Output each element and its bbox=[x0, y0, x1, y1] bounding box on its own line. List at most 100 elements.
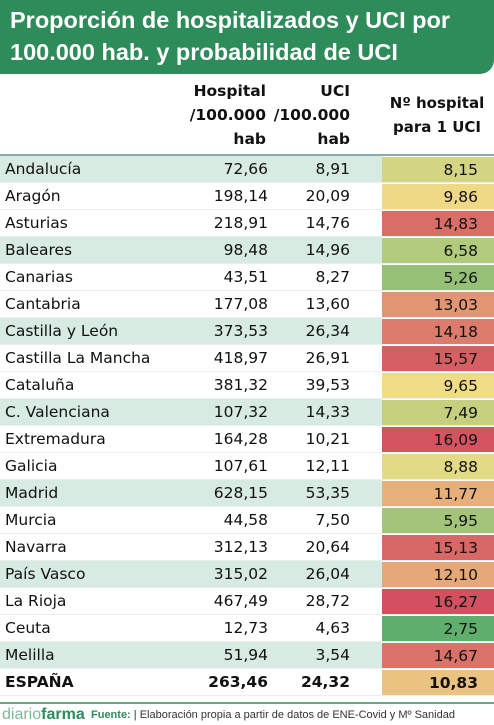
uci-value: 7,50 bbox=[315, 511, 350, 529]
source-text: | Elaboración propia a partir de datos d… bbox=[133, 709, 455, 721]
hospital-value: 381,32 bbox=[213, 376, 268, 394]
hospital-value: 72,66 bbox=[223, 160, 268, 178]
hospital-value: 198,14 bbox=[213, 187, 268, 205]
chart-title-line-1: Proporción de hospitalizados y UCI por bbox=[10, 7, 451, 33]
uci-value: 10,21 bbox=[305, 430, 350, 448]
table-row: Andalucía 72,66 8,91 8,15 bbox=[0, 156, 494, 183]
hospital-value: 107,32 bbox=[213, 403, 268, 421]
hospital-value: 44,58 bbox=[223, 511, 268, 529]
uci-value: 13,60 bbox=[305, 295, 350, 313]
region-name: País Vasco bbox=[5, 565, 86, 583]
table-row: Cataluña 381,32 39,53 9,65 bbox=[0, 372, 494, 399]
row-divider bbox=[0, 317, 494, 318]
region-name: Asturias bbox=[5, 214, 68, 232]
ratio-value: 12,10 bbox=[382, 561, 494, 588]
ratio-value: 6,58 bbox=[382, 237, 494, 264]
table-row: Canarias 43,51 8,27 5,26 bbox=[0, 264, 494, 291]
ratio-value: 16,27 bbox=[382, 588, 494, 615]
table-row: Galicia 107,61 12,11 8,88 bbox=[0, 453, 494, 480]
uci-value: 53,35 bbox=[305, 484, 350, 502]
table-row: Madrid 628,15 53,35 11,77 bbox=[0, 480, 494, 507]
uci-value: 26,91 bbox=[305, 349, 350, 367]
row-divider bbox=[0, 182, 494, 183]
footer: diariofarma Fuente: | Elaboración propia… bbox=[0, 702, 494, 725]
hospital-value: 12,73 bbox=[223, 619, 268, 637]
region-name: ESPAÑA bbox=[5, 673, 74, 691]
uci-value: 26,34 bbox=[305, 322, 350, 340]
table-row: País Vasco 315,02 26,04 12,10 bbox=[0, 561, 494, 588]
ratio-value: 14,67 bbox=[382, 642, 494, 669]
uci-value: 12,11 bbox=[305, 457, 350, 475]
table-row: Cantabria 177,08 13,60 13,03 bbox=[0, 291, 494, 318]
region-name: C. Valenciana bbox=[5, 403, 110, 421]
region-name: Castilla La Mancha bbox=[5, 349, 151, 367]
uci-value: 28,72 bbox=[305, 592, 350, 610]
region-name: Aragón bbox=[5, 187, 61, 205]
ratio-value: 16,09 bbox=[382, 426, 494, 453]
uci-value: 3,54 bbox=[315, 646, 350, 664]
table-row: Navarra 312,13 20,64 15,13 bbox=[0, 534, 494, 561]
row-divider bbox=[0, 236, 494, 237]
brand-part-1: diario bbox=[2, 706, 42, 723]
region-name: Baleares bbox=[5, 241, 73, 259]
hospital-value: 467,49 bbox=[213, 592, 268, 610]
row-divider bbox=[0, 479, 494, 480]
hospital-value: 177,08 bbox=[213, 295, 268, 313]
ratio-value: 8,15 bbox=[382, 156, 494, 183]
table-row: Castilla y León 373,53 26,34 14,18 bbox=[0, 318, 494, 345]
ratio-value: 10,83 bbox=[382, 669, 494, 696]
hospital-value: 628,15 bbox=[213, 484, 268, 502]
ratio-value: 7,49 bbox=[382, 399, 494, 426]
row-divider bbox=[0, 452, 494, 453]
row-divider bbox=[0, 371, 494, 372]
table-row: Asturias 218,91 14,76 14,83 bbox=[0, 210, 494, 237]
table-row: Ceuta 12,73 4,63 2,75 bbox=[0, 615, 494, 642]
column-header-uci: UCI /100.000 hab bbox=[273, 82, 350, 148]
ratio-value: 11,77 bbox=[382, 480, 494, 507]
table-row: Castilla La Mancha 418,97 26,91 15,57 bbox=[0, 345, 494, 372]
row-divider bbox=[0, 641, 494, 642]
ratio-value: 13,03 bbox=[382, 291, 494, 318]
uci-value: 26,04 bbox=[305, 565, 350, 583]
header-divider bbox=[0, 154, 494, 156]
hospital-value: 263,46 bbox=[208, 673, 268, 691]
ratio-value: 2,75 bbox=[382, 615, 494, 642]
hospital-value: 107,61 bbox=[213, 457, 268, 475]
region-name: Castilla y León bbox=[5, 322, 119, 340]
hospital-value: 98,48 bbox=[223, 241, 268, 259]
uci-value: 20,09 bbox=[305, 187, 350, 205]
uci-value: 24,32 bbox=[300, 673, 350, 691]
region-name: La Rioja bbox=[5, 592, 67, 610]
brand-part-2: farma bbox=[41, 706, 85, 723]
ratio-value: 14,18 bbox=[382, 318, 494, 345]
table-row: Aragón 198,14 20,09 9,86 bbox=[0, 183, 494, 210]
region-name: Cantabria bbox=[5, 295, 81, 313]
brand-logo: diariofarma bbox=[2, 705, 85, 725]
region-name: Galicia bbox=[5, 457, 58, 475]
region-name: Cataluña bbox=[5, 376, 75, 394]
row-divider bbox=[0, 398, 494, 399]
ratio-value: 15,57 bbox=[382, 345, 494, 372]
uci-value: 20,64 bbox=[305, 538, 350, 556]
total-row: ESPAÑA 263,46 24,32 10,83 bbox=[0, 669, 494, 696]
title-banner: Proporción de hospitalizados y UCI por 1… bbox=[0, 0, 494, 74]
region-name: Murcia bbox=[5, 511, 57, 529]
row-divider bbox=[0, 344, 494, 345]
uci-value: 14,33 bbox=[305, 403, 350, 421]
uci-value: 14,76 bbox=[305, 214, 350, 232]
row-divider bbox=[0, 506, 494, 507]
row-divider bbox=[0, 209, 494, 210]
source-label: Fuente: bbox=[91, 709, 131, 721]
uci-value: 8,27 bbox=[315, 268, 350, 286]
hospital-value: 218,91 bbox=[213, 214, 268, 232]
hospital-value: 164,28 bbox=[213, 430, 268, 448]
uci-value: 39,53 bbox=[305, 376, 350, 394]
region-name: Melilla bbox=[5, 646, 55, 664]
table-row: Murcia 44,58 7,50 5,95 bbox=[0, 507, 494, 534]
hospital-value: 51,94 bbox=[223, 646, 268, 664]
table-row: Melilla 51,94 3,54 14,67 bbox=[0, 642, 494, 669]
table-row: C. Valenciana 107,32 14,33 7,49 bbox=[0, 399, 494, 426]
region-name: Madrid bbox=[5, 484, 59, 502]
row-divider bbox=[0, 695, 494, 696]
data-table: Hospital /100.000 hab UCI /100.000 hab N… bbox=[0, 74, 494, 696]
